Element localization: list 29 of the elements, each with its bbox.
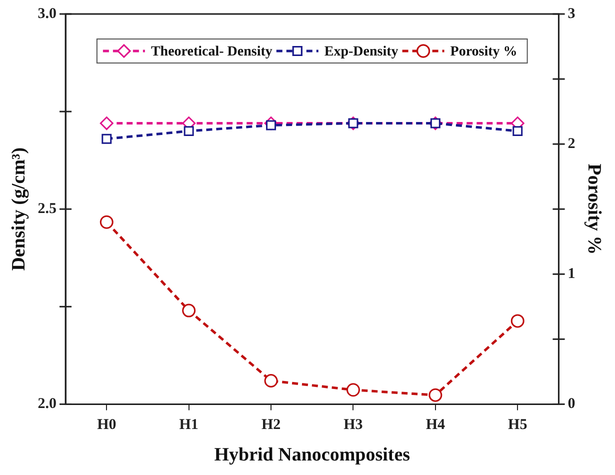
point — [184, 126, 194, 136]
y2-tick-label: 1 — [568, 266, 576, 282]
legend-label: Theoretical- Density — [150, 44, 272, 60]
y-tick-label: 2.0 — [38, 396, 57, 412]
y2-tick-label: 2 — [568, 136, 576, 152]
point — [512, 126, 523, 136]
legend-label: Porosity % — [450, 44, 518, 60]
x-tick-label: H0 — [97, 417, 116, 434]
x-tick-label: H2 — [261, 417, 281, 434]
legend-label: Exp-Density — [324, 44, 398, 60]
y2-axis-title: Porosity % — [584, 164, 605, 255]
point — [182, 304, 196, 318]
point — [346, 383, 360, 397]
y2-tick-label: 3 — [568, 6, 576, 22]
x-tick-label: H4 — [426, 417, 446, 434]
point — [510, 314, 524, 328]
y-tick-label: 2.5 — [38, 200, 57, 217]
point — [428, 388, 442, 402]
y2-tick-label: 0 — [568, 396, 576, 412]
x-tick-label: H5 — [508, 417, 528, 434]
point — [100, 116, 114, 130]
y-tick-label: 3.0 — [38, 6, 57, 22]
y-axis-title: Density (g/cm³) — [8, 147, 30, 271]
point — [264, 374, 278, 388]
x-tick-label: H3 — [344, 417, 363, 434]
x-tick-label: H1 — [179, 417, 198, 434]
x-axis-title: Hybrid Nanocomposites — [214, 444, 410, 466]
point — [102, 134, 112, 144]
point — [100, 215, 114, 229]
